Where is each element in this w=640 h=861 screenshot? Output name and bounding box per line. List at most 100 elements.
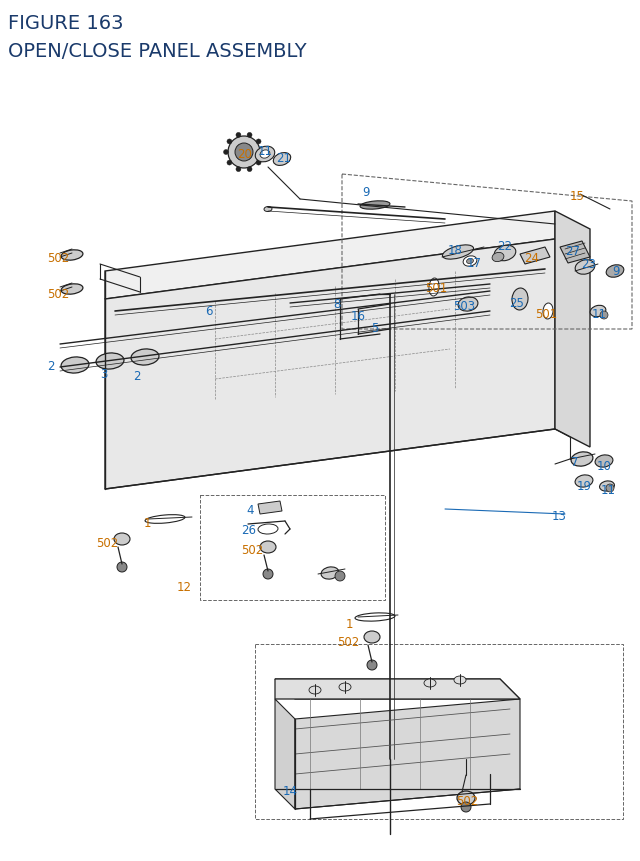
Text: 9: 9 [612,264,620,278]
Circle shape [235,144,253,162]
Text: 503: 503 [453,300,475,313]
Text: OPEN/CLOSE PANEL ASSEMBLY: OPEN/CLOSE PANEL ASSEMBLY [8,42,307,61]
Text: 1: 1 [144,517,152,530]
Text: 21: 21 [276,152,291,164]
Text: 2: 2 [47,360,54,373]
Ellipse shape [424,679,436,687]
Ellipse shape [264,208,272,213]
Polygon shape [520,248,550,264]
Ellipse shape [575,475,593,487]
Bar [200,495,385,600]
Circle shape [247,167,252,172]
Text: 6: 6 [205,305,212,318]
Text: 1: 1 [346,617,353,630]
Ellipse shape [463,257,477,267]
Text: 19: 19 [577,480,592,492]
Ellipse shape [442,245,474,260]
Circle shape [600,312,608,319]
Text: 7: 7 [571,455,579,468]
Text: 25: 25 [509,297,524,310]
Text: 9: 9 [362,186,369,199]
Circle shape [236,133,241,139]
Ellipse shape [543,304,553,319]
Text: 11: 11 [601,483,616,497]
Ellipse shape [600,481,614,492]
Ellipse shape [61,284,83,294]
Text: 10: 10 [597,460,612,473]
Text: 502: 502 [241,543,263,556]
Circle shape [227,161,232,166]
Circle shape [236,167,241,172]
Text: 501: 501 [535,307,557,320]
Text: 18: 18 [448,244,463,257]
Circle shape [461,802,471,812]
Text: 502: 502 [337,635,359,648]
Ellipse shape [512,288,528,311]
Ellipse shape [429,279,439,297]
Text: 20: 20 [237,148,252,161]
Ellipse shape [96,354,124,369]
Polygon shape [105,212,555,300]
Circle shape [256,161,261,166]
Text: 4: 4 [246,504,253,517]
Ellipse shape [494,246,516,262]
Text: 502: 502 [47,251,69,264]
Circle shape [228,137,260,169]
Polygon shape [560,242,590,263]
Circle shape [223,151,228,155]
Text: 12: 12 [177,580,192,593]
Ellipse shape [321,567,339,579]
Text: 16: 16 [351,310,366,323]
Text: 502: 502 [47,288,69,300]
Ellipse shape [492,253,504,263]
Circle shape [227,139,232,145]
Text: 11: 11 [592,307,607,320]
Text: 24: 24 [524,251,539,264]
Ellipse shape [260,542,276,554]
Text: 501: 501 [425,282,447,294]
Polygon shape [275,679,520,699]
Bar [255,644,623,819]
Ellipse shape [260,151,270,159]
Text: 17: 17 [467,257,482,269]
Text: 502: 502 [96,536,118,549]
Text: 13: 13 [552,510,567,523]
Ellipse shape [590,306,606,318]
Text: 8: 8 [333,298,340,311]
Circle shape [367,660,377,670]
Circle shape [247,133,252,139]
Text: 14: 14 [283,784,298,797]
Text: 3: 3 [100,368,108,381]
Ellipse shape [595,455,613,468]
Text: 26: 26 [241,523,256,536]
Ellipse shape [571,452,593,467]
Text: 15: 15 [570,189,585,202]
Ellipse shape [61,357,89,374]
Circle shape [259,151,264,155]
Ellipse shape [457,791,475,805]
Ellipse shape [131,350,159,366]
Text: 5: 5 [371,322,378,335]
Polygon shape [275,679,520,699]
Ellipse shape [575,261,595,275]
Polygon shape [105,239,555,489]
Ellipse shape [360,201,390,210]
Circle shape [263,569,273,579]
Circle shape [335,572,345,581]
Polygon shape [275,699,295,809]
Ellipse shape [467,259,474,264]
Polygon shape [258,501,282,514]
Ellipse shape [606,265,624,278]
Ellipse shape [339,684,351,691]
Ellipse shape [309,686,321,694]
Text: 27: 27 [565,245,580,257]
Circle shape [606,485,614,492]
Polygon shape [555,212,590,448]
Text: 23: 23 [581,257,596,270]
Circle shape [117,562,127,573]
Ellipse shape [364,631,380,643]
Text: 11: 11 [258,145,273,158]
Ellipse shape [255,147,275,163]
Text: 22: 22 [497,239,512,253]
Ellipse shape [454,676,466,684]
